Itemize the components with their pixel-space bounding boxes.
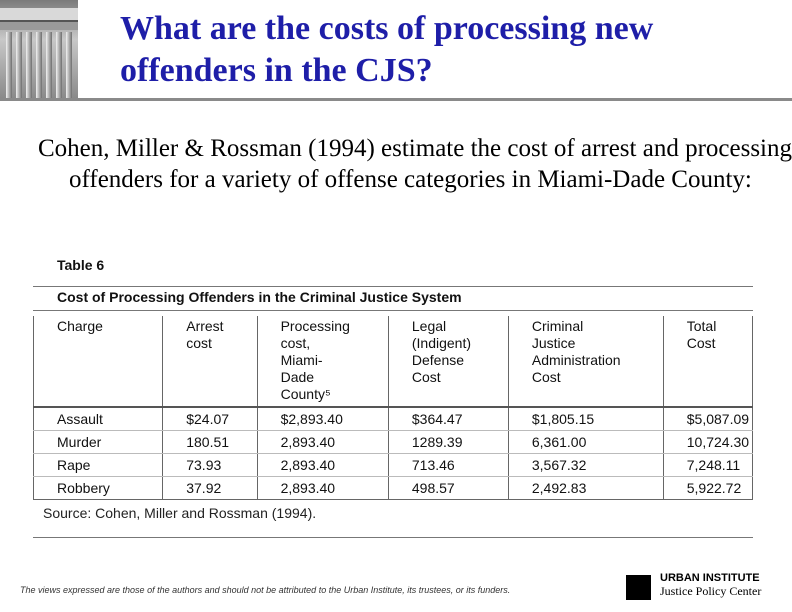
charge-cell: Rape [32,453,164,477]
urban-institute-logo-icon [626,575,651,600]
cost-cell: 498.57 [387,476,509,500]
column-header-line: Justice [531,335,576,351]
cost-cell: 37.92 [162,476,258,500]
disclaimer-text: The views expressed are those of the aut… [20,585,511,595]
cost-cell: $2,893.40 [256,407,389,431]
org-name: URBAN INSTITUTE [660,572,760,584]
table-header-row: Charge Arrest cost Processing cost, Miami- Dad… [32,316,754,408]
column-header-line: Cost [531,369,561,385]
table-row: Robbery 37.92 2,893.40 498.57 2,492.83 5,922.… [32,476,754,500]
table-source: Source: Cohen, Miller and Rossman (1994)… [43,505,317,521]
table-bottom-rule [33,537,753,538]
cost-cell: 73.93 [162,453,258,477]
cost-cell: $364.47 [387,407,509,431]
column-header: Processing cost, Miami- Dade County⁵ [256,316,389,408]
cost-cell: 3,567.32 [507,453,664,477]
cost-cell: 10,724.30 [662,430,754,454]
cost-table: Charge Arrest cost Processing cost, Miami- Dad… [32,316,754,500]
cost-cell: 2,893.40 [256,476,389,500]
column-header-line: cost [186,335,212,351]
table-row: Murder 180.51 2,893.40 1289.39 6,361.00 10,72… [32,430,754,454]
column-header-line: Charge [57,318,103,334]
column-header-line: cost, [280,335,311,351]
cost-cell: 2,492.83 [507,476,664,500]
column-header-line: Dade [280,369,315,385]
slide-title: What are the costs of processing new off… [120,10,654,89]
column-header: Criminal Justice Administration Cost [507,316,664,408]
charge-cell: Murder [32,430,164,454]
cost-cell: 6,361.00 [507,430,664,454]
column-header: Charge [32,316,164,408]
column-header: Legal (Indigent) Defense Cost [387,316,509,408]
cost-cell: $24.07 [162,407,258,431]
table-row: Rape 73.93 2,893.40 713.46 3,567.32 7,248.11 [32,453,754,477]
table-top-rule [33,286,753,287]
title-divider [0,98,792,101]
column-header: Total Cost [662,316,754,408]
cost-cell: 5,922.72 [662,476,754,500]
table-caption: Cost of Processing Offenders in the Crim… [57,289,462,305]
column-header-line: County⁵ [280,386,331,402]
intro-text: Cohen, Miller & Rossman (1994) estimate … [38,135,792,193]
greek-column-icon [0,0,78,98]
cost-cell: 1289.39 [387,430,509,454]
column-header-line: Administration [531,352,621,368]
cost-cell: 7,248.11 [662,453,754,477]
column-header-line: Cost [686,335,716,351]
column-header-line: Arrest [186,318,224,334]
column-header-line: Criminal [531,318,584,334]
column-header: Arrest cost [162,316,258,408]
table-row: Assault $24.07 $2,893.40 $364.47 $1,805.15 $5… [32,407,754,431]
cost-cell: $5,087.09 [662,407,754,431]
column-header-line: Total [686,318,717,334]
column-header-line: Defense [411,352,465,368]
charge-cell: Robbery [32,476,164,500]
column-header-line: Miami- [280,352,323,368]
cost-cell: 2,893.40 [256,453,389,477]
cost-cell: 713.46 [387,453,509,477]
column-header-line: Cost [411,369,441,385]
table-caption-rule [33,310,753,311]
charge-cell: Assault [32,407,164,431]
column-header-line: (Indigent) [411,335,472,351]
cost-cell: 180.51 [162,430,258,454]
cost-cell: $1,805.15 [507,407,664,431]
column-header-line: Legal [411,318,447,334]
org-center: Justice Policy Center [660,584,762,598]
table-label: Table 6 [57,257,105,273]
column-header-line: Processing [280,318,350,334]
cost-cell: 2,893.40 [256,430,389,454]
